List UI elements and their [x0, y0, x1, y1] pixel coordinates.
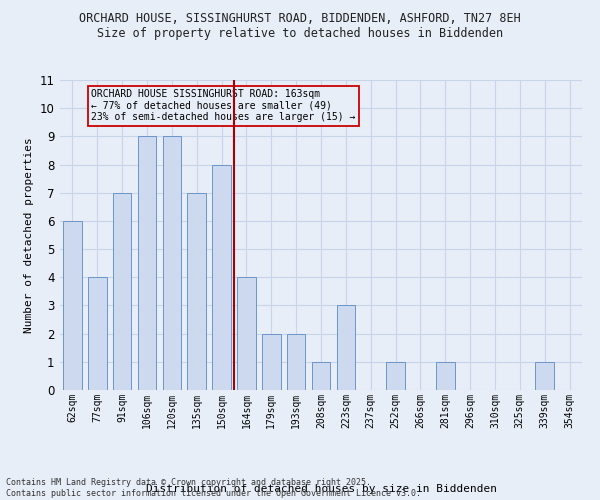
Text: ORCHARD HOUSE, SISSINGHURST ROAD, BIDDENDEN, ASHFORD, TN27 8EH: ORCHARD HOUSE, SISSINGHURST ROAD, BIDDEN…: [79, 12, 521, 26]
X-axis label: Distribution of detached houses by size in Biddenden: Distribution of detached houses by size …: [146, 484, 497, 494]
Bar: [113, 192, 131, 390]
Text: Size of property relative to detached houses in Biddenden: Size of property relative to detached ho…: [97, 28, 503, 40]
Y-axis label: Number of detached properties: Number of detached properties: [24, 137, 34, 333]
Bar: [88, 278, 107, 390]
Bar: [337, 306, 355, 390]
Bar: [436, 362, 455, 390]
Text: Contains HM Land Registry data © Crown copyright and database right 2025.
Contai: Contains HM Land Registry data © Crown c…: [6, 478, 421, 498]
Bar: [63, 221, 82, 390]
Bar: [535, 362, 554, 390]
Bar: [311, 362, 331, 390]
Bar: [262, 334, 281, 390]
Text: ORCHARD HOUSE SISSINGHURST ROAD: 163sqm
← 77% of detached houses are smaller (49: ORCHARD HOUSE SISSINGHURST ROAD: 163sqm …: [91, 90, 356, 122]
Bar: [163, 136, 181, 390]
Bar: [137, 136, 157, 390]
Bar: [187, 192, 206, 390]
Bar: [287, 334, 305, 390]
Bar: [386, 362, 405, 390]
Bar: [237, 278, 256, 390]
Bar: [212, 164, 231, 390]
